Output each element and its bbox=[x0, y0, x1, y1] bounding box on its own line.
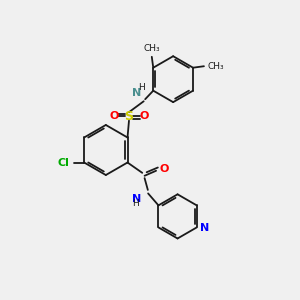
Text: CH₃: CH₃ bbox=[208, 62, 224, 71]
Text: N: N bbox=[132, 194, 142, 204]
Text: Cl: Cl bbox=[58, 158, 69, 167]
Text: O: O bbox=[160, 164, 169, 174]
Text: N: N bbox=[132, 88, 142, 98]
Text: S: S bbox=[124, 110, 134, 123]
Text: O: O bbox=[110, 111, 119, 121]
Text: O: O bbox=[139, 111, 148, 121]
Text: N: N bbox=[200, 223, 209, 233]
Text: H: H bbox=[132, 199, 139, 208]
Text: CH₃: CH₃ bbox=[143, 44, 160, 53]
Text: H: H bbox=[138, 83, 145, 92]
